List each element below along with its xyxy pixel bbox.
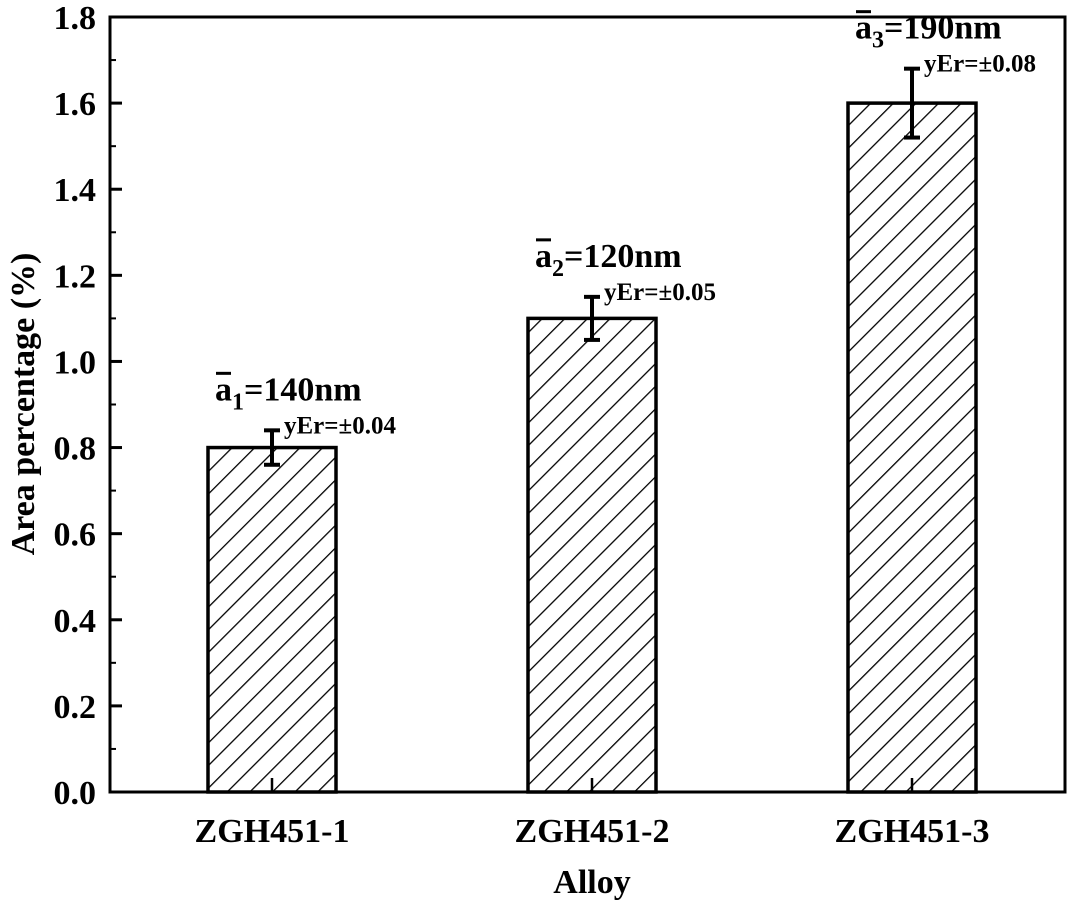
y-axis-title: Area percentage (%) [5, 253, 42, 556]
y-tick-label: 1.8 [54, 0, 97, 37]
bar [206, 445, 338, 794]
bar [846, 101, 978, 794]
x-tick-label: ZGH451-1 [195, 813, 350, 850]
mean-size-label: a3=190nm [855, 10, 1002, 54]
error-bars-layer [264, 66, 920, 467]
axis-layer: 0.0 0.2 0.4 0.6 0.8 1.0 1.2 1.4 1.6 1.8 ZGH451-1 ZG… [54, 0, 990, 850]
error-label: yEr=±0.05 [604, 279, 716, 306]
y-tick-label: 1.4 [54, 172, 97, 209]
x-axis-title: Alloy [553, 864, 630, 901]
error-label: yEr=±0.04 [284, 412, 396, 439]
mean-size-label: a1=140nm [215, 371, 362, 415]
y-tick-label: 0.2 [54, 689, 97, 726]
y-tick-label: 1.0 [54, 344, 97, 381]
mean-size-label: a2=120nm [535, 238, 682, 282]
y-tick-label: 0.6 [54, 517, 97, 554]
x-tick-label: ZGH451-3 [835, 813, 990, 850]
y-tick-label: 0.4 [54, 603, 97, 640]
y-tick-label: 0.0 [54, 775, 97, 812]
y-tick-label: 1.2 [54, 258, 97, 295]
y-tick-label: 0.8 [54, 431, 97, 468]
bars-layer [206, 101, 978, 794]
error-label: yEr=±0.08 [924, 51, 1036, 78]
bar [526, 316, 658, 794]
y-tick-label: 1.6 [54, 86, 97, 123]
x-tick-label: ZGH451-2 [515, 813, 670, 850]
